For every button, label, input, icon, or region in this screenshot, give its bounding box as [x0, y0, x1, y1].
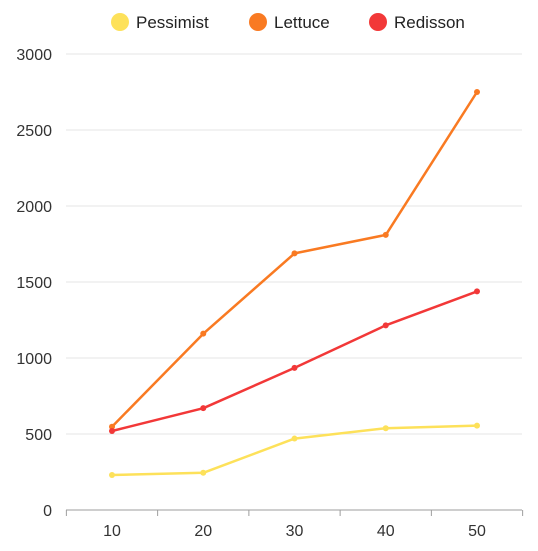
series-group	[109, 89, 480, 479]
data-point-redisson	[291, 364, 298, 371]
legend-marker-pessimist	[111, 13, 129, 31]
legend-label-pessimist: Pessimist	[136, 13, 209, 32]
series-line-lettuce	[110, 90, 479, 428]
data-point-lettuce	[474, 89, 480, 95]
data-point-pessimist	[200, 469, 207, 476]
y-tick-label: 0	[43, 503, 52, 520]
x-tick-label: 40	[377, 523, 395, 540]
data-point-lettuce	[109, 423, 115, 430]
x-axis: 10 20 30 40 50	[65, 509, 524, 540]
data-point-pessimist	[382, 425, 389, 432]
legend-label-lettuce: Lettuce	[274, 13, 330, 32]
legend-marker-redisson	[369, 13, 387, 31]
y-tick-label: 1000	[16, 351, 52, 368]
y-tick-label: 3000	[16, 47, 52, 64]
y-tick-label: 2000	[16, 199, 52, 216]
grid	[66, 53, 522, 435]
x-tick-label: 30	[286, 523, 304, 540]
data-point-pessimist	[291, 435, 298, 442]
x-tick-label: 20	[194, 523, 212, 540]
data-point-redisson	[200, 405, 207, 412]
legend-label-redisson: Redisson	[394, 13, 465, 32]
y-tick-label: 1500	[16, 275, 52, 292]
data-point-lettuce	[382, 231, 389, 238]
data-point-pessimist	[474, 422, 480, 429]
legend-marker-lettuce	[249, 13, 267, 31]
legend: Pessimist Lettuce Redisson	[111, 13, 465, 32]
y-tick-label: 500	[25, 427, 52, 444]
y-tick-label: 2500	[16, 123, 52, 140]
x-tick-label: 10	[103, 523, 121, 540]
y-axis: 0 500 1000 1500 2000 2500 3000	[16, 47, 52, 520]
series-line-redisson	[110, 290, 479, 433]
data-point-redisson	[382, 322, 389, 329]
data-point-lettuce	[291, 250, 298, 257]
data-point-pessimist	[109, 472, 115, 479]
x-tick-label: 50	[468, 523, 486, 540]
series-line-pessimist	[110, 424, 479, 477]
data-point-redisson	[109, 427, 115, 434]
data-point-lettuce	[200, 330, 207, 337]
data-point-redisson	[474, 288, 480, 295]
